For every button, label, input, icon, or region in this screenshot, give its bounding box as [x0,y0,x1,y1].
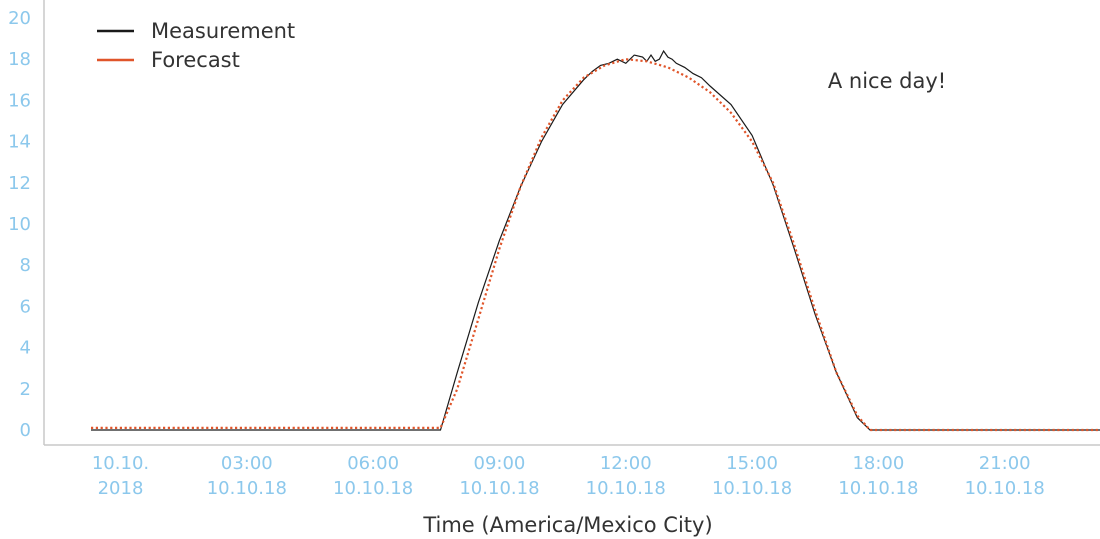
y-tick-label: 2 [20,379,31,400]
x-tick-label: 12:00 [600,453,652,474]
series-line-measurement [91,49,1100,431]
x-tick-label: 06:00 [347,453,399,474]
axes [43,0,1100,446]
x-axis-label: Time (America/Mexico City) [422,513,712,537]
series-lines [91,49,1100,432]
x-tick-label: 21:00 [979,453,1031,474]
x-tick-label: 09:00 [474,453,526,474]
legend-label: Measurement [151,19,295,43]
annotation-text: A nice day! [828,69,946,93]
y-tick-label: 10 [8,214,31,235]
y-tick-label: 16 [8,90,31,111]
legend-label: Forecast [151,48,240,72]
x-tick-label: 10.10.18 [586,478,666,499]
y-tick-label: 14 [8,132,31,153]
x-tick-label: 10.10. [92,453,149,474]
y-tick-label: 4 [20,338,31,359]
x-tick-label: 10.10.18 [207,478,287,499]
legend: Measurement Forecast [97,19,295,72]
x-tick-label: 10.10.18 [712,478,792,499]
x-tick-label: 15:00 [726,453,778,474]
x-tick-label: 10.10.18 [333,478,413,499]
x-tick-label: 03:00 [221,453,273,474]
y-tick-label: 12 [8,173,31,194]
x-tick-label: 10.10.18 [459,478,539,499]
y-tick-label: 0 [20,420,31,441]
y-tick-label: 18 [8,49,31,70]
x-tick-labels: 10.10. 2018 03:00 10.10.18 06:00 10.10.18 09:0… [92,453,1045,499]
y-tick-label: 8 [20,255,31,276]
series-line-forecast [91,58,1100,432]
x-tick-label: 10.10.18 [838,478,918,499]
y-tick-label: 6 [20,296,31,317]
y-tick-labels: 0 2 4 6 8 10 12 14 16 18 20 [8,8,31,441]
x-tick-label: 2018 [98,478,144,499]
y-tick-label: 20 [8,8,31,29]
x-tick-label: 18:00 [852,453,904,474]
x-tick-label: 10.10.18 [965,478,1045,499]
